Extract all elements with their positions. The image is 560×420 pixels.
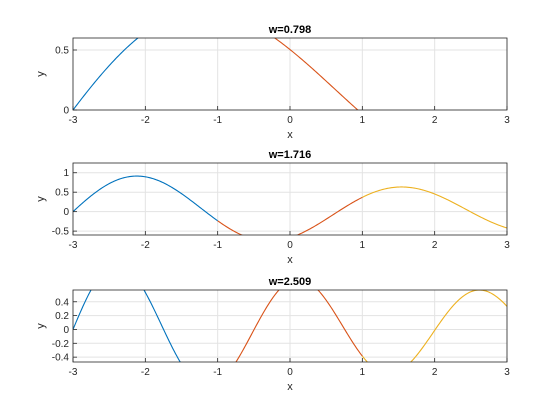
y-axis-label: y xyxy=(35,196,47,202)
y-tick-label: 0.4 xyxy=(55,297,69,308)
x-tick-label: 1 xyxy=(360,115,366,126)
subplot-3: -3 -2 -1 0 1 2 3 -0.4 -0.2 0 0.2 0.4 w=2.509 x y xyxy=(35,276,510,393)
y-tick-label: 1 xyxy=(63,168,69,179)
y-axis-label: y xyxy=(35,323,47,329)
y-tick-label: 0.5 xyxy=(55,188,69,199)
y-tick-label: 0 xyxy=(63,106,69,117)
x-tick-label: -1 xyxy=(213,115,222,126)
x-tick-label: -3 xyxy=(69,115,78,126)
x-tick-label: -3 xyxy=(69,240,78,251)
x-tick-label: 3 xyxy=(504,115,510,126)
y-axis-label: y xyxy=(35,71,47,77)
series-line-segment-2 xyxy=(217,196,363,235)
x-axis-label: x xyxy=(287,381,293,393)
subplot-1: -3 -2 -1 0 1 2 3 0 0.5 w=0.798 x y xyxy=(35,24,510,141)
x-tick-label: 3 xyxy=(504,367,510,378)
x-tick-label: -2 xyxy=(141,240,150,251)
series-line-segment-1 xyxy=(73,290,181,362)
subplot-2: -3 -2 -1 0 1 2 3 -0.5 0 0.5 1 w=1.716 x y xyxy=(35,149,510,266)
y-tick-label: -0.4 xyxy=(52,353,70,364)
y-tick-label: 0 xyxy=(63,207,69,218)
x-axis-label: x xyxy=(287,254,293,266)
y-tick-label: -0.5 xyxy=(52,227,70,238)
x-tick-label: -2 xyxy=(141,115,150,126)
series-line-segment-1 xyxy=(73,38,139,110)
x-tick-label: 3 xyxy=(504,240,510,251)
y-tick-label: 0.5 xyxy=(55,46,69,57)
subplot-title: w=0.798 xyxy=(268,24,312,36)
x-tick-label: 2 xyxy=(432,367,438,378)
x-tick-label: 0 xyxy=(287,240,293,251)
x-tick-label: 0 xyxy=(287,367,293,378)
x-tick-label: 0 xyxy=(287,115,293,126)
x-tick-label: -3 xyxy=(69,367,78,378)
series-line-segment-3 xyxy=(362,186,507,229)
subplot-title: w=2.509 xyxy=(268,276,312,288)
series-line-segment-2 xyxy=(235,290,363,362)
x-axis-label: x xyxy=(287,129,293,141)
x-tick-label: -2 xyxy=(141,367,150,378)
x-tick-label: 2 xyxy=(432,240,438,251)
y-tick-label: -0.2 xyxy=(52,339,70,350)
x-tick-label: 1 xyxy=(360,367,366,378)
series-line-segment-1 xyxy=(73,175,218,222)
series-line-segment-2 xyxy=(273,38,359,110)
x-tick-label: -1 xyxy=(213,367,222,378)
x-tick-label: 2 xyxy=(432,115,438,126)
y-tick-label: 0 xyxy=(63,325,69,336)
x-tick-label: 1 xyxy=(360,240,366,251)
x-tick-label: -1 xyxy=(213,240,222,251)
y-tick-label: 0.2 xyxy=(55,311,69,322)
subplot-title: w=1.716 xyxy=(268,149,312,161)
